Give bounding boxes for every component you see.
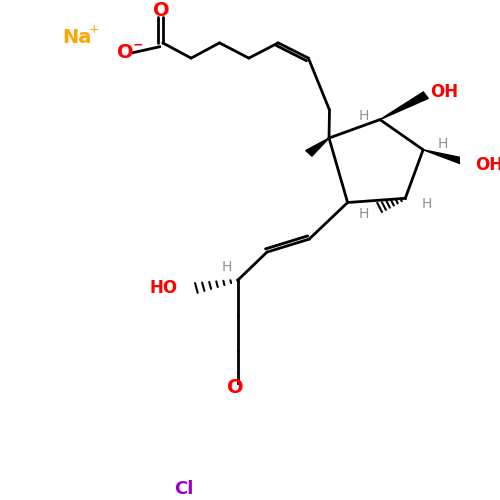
Text: −: − xyxy=(132,38,143,52)
Text: OH: OH xyxy=(430,83,458,101)
Text: O: O xyxy=(228,378,244,396)
Text: Na: Na xyxy=(62,28,91,47)
Polygon shape xyxy=(306,138,329,156)
Text: O: O xyxy=(152,2,169,20)
Polygon shape xyxy=(423,150,472,167)
Text: H: H xyxy=(222,260,232,274)
Text: O: O xyxy=(117,44,134,62)
Text: HO: HO xyxy=(150,279,178,297)
Text: OH: OH xyxy=(475,156,500,174)
Text: H: H xyxy=(359,207,370,221)
Text: Cl: Cl xyxy=(174,480,194,498)
Text: H: H xyxy=(422,198,432,211)
Polygon shape xyxy=(380,92,428,120)
Text: H: H xyxy=(358,109,368,123)
Text: +: + xyxy=(88,24,100,36)
Text: H: H xyxy=(438,136,448,150)
